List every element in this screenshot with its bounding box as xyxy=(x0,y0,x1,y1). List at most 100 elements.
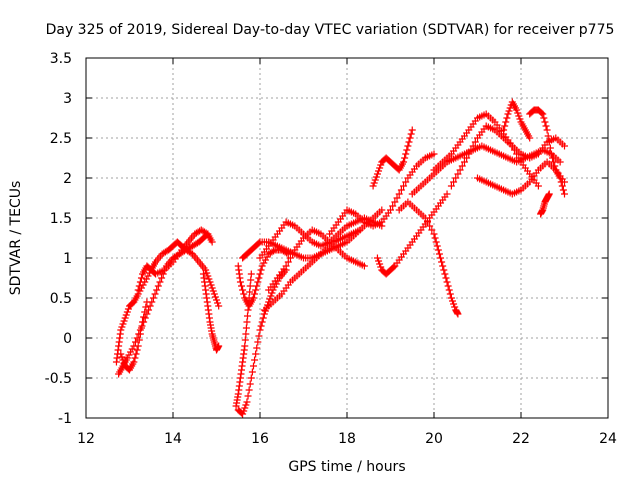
data-point xyxy=(542,122,550,130)
y-tick-label: 0 xyxy=(63,331,72,347)
series-arc-23 xyxy=(537,190,553,218)
data-point xyxy=(251,290,259,298)
data-point xyxy=(137,324,145,332)
data-point xyxy=(153,286,161,294)
data-point xyxy=(407,130,415,138)
data-point xyxy=(261,307,269,315)
data-point xyxy=(247,276,255,284)
data-point xyxy=(139,318,147,326)
data-point xyxy=(469,142,477,150)
data-point xyxy=(428,226,436,234)
series-arc-6 xyxy=(232,270,255,410)
data-point xyxy=(534,182,542,190)
data-point xyxy=(557,178,565,186)
data-point xyxy=(125,351,133,359)
data-point xyxy=(541,118,549,126)
data-point xyxy=(465,150,473,158)
data-point xyxy=(134,342,142,350)
y-tick-label: 0.5 xyxy=(50,291,72,307)
data-point xyxy=(501,122,509,130)
data-point xyxy=(244,392,252,400)
data-point xyxy=(371,176,379,184)
data-point xyxy=(539,110,547,118)
data-point xyxy=(252,286,260,294)
data-point xyxy=(135,282,143,290)
data-point xyxy=(526,134,534,142)
data-point xyxy=(426,222,434,230)
data-point xyxy=(397,186,405,194)
data-point xyxy=(253,344,261,352)
series-arc-4 xyxy=(134,226,216,294)
data-point xyxy=(243,318,251,326)
series-arc-3 xyxy=(117,298,151,374)
data-point xyxy=(121,314,129,322)
data-point xyxy=(128,345,136,353)
x-tick-label: 12 xyxy=(77,431,95,447)
data-point xyxy=(241,404,249,412)
data-point xyxy=(376,260,384,268)
data-point xyxy=(142,275,150,283)
data-point xyxy=(210,290,218,298)
data-point xyxy=(238,282,246,290)
data-point xyxy=(550,158,558,166)
data-point xyxy=(458,162,466,170)
x-tick-labels: 12 14 16 18 20 22 24 xyxy=(77,431,617,447)
y-tick-label: -0.5 xyxy=(45,371,72,387)
data-point xyxy=(442,274,450,282)
data-point xyxy=(156,278,164,286)
data-point xyxy=(124,305,132,313)
data-point xyxy=(131,354,139,362)
data-point xyxy=(254,338,262,346)
data-point xyxy=(284,258,292,266)
data-point xyxy=(448,297,456,305)
chart-title: Day 325 of 2019, Sidereal Day-to-day VTE… xyxy=(46,22,615,38)
data-point xyxy=(400,158,408,166)
data-point xyxy=(131,338,139,346)
data-point xyxy=(136,278,144,286)
data-point xyxy=(123,308,131,316)
data-point xyxy=(241,336,249,344)
data-point xyxy=(244,306,252,314)
data-point xyxy=(122,311,130,319)
tick-layer xyxy=(85,57,609,419)
data-point xyxy=(141,314,149,322)
data-point xyxy=(443,278,451,286)
data-point xyxy=(120,317,128,325)
data-point xyxy=(268,289,276,297)
data-point xyxy=(538,109,546,117)
data-point xyxy=(456,166,464,174)
data-point xyxy=(286,254,294,262)
data-point xyxy=(256,326,264,334)
data-point xyxy=(558,182,566,190)
data-point xyxy=(259,314,267,322)
data-point xyxy=(508,142,516,150)
data-point xyxy=(395,190,403,198)
data-point xyxy=(202,266,210,274)
data-point xyxy=(118,353,126,361)
data-point xyxy=(510,146,518,154)
data-point xyxy=(547,150,555,158)
data-point xyxy=(549,154,557,162)
data-point xyxy=(143,298,151,306)
data-point xyxy=(263,253,271,261)
x-tick-label: 24 xyxy=(599,431,617,447)
data-point xyxy=(546,144,554,152)
data-point xyxy=(437,254,445,262)
data-point xyxy=(551,162,559,170)
data-point xyxy=(376,164,384,172)
data-point xyxy=(375,257,383,265)
data-point xyxy=(120,359,128,367)
data-point xyxy=(215,342,223,350)
data-point xyxy=(249,294,257,302)
x-tick-label: 18 xyxy=(338,431,356,447)
data-point xyxy=(208,284,216,292)
data-point xyxy=(270,247,278,255)
data-point xyxy=(406,134,414,142)
data-point xyxy=(460,158,468,166)
data-point xyxy=(435,250,443,258)
data-point xyxy=(141,308,149,316)
data-point xyxy=(207,281,215,289)
data-point xyxy=(389,202,397,210)
data-point xyxy=(447,182,455,190)
